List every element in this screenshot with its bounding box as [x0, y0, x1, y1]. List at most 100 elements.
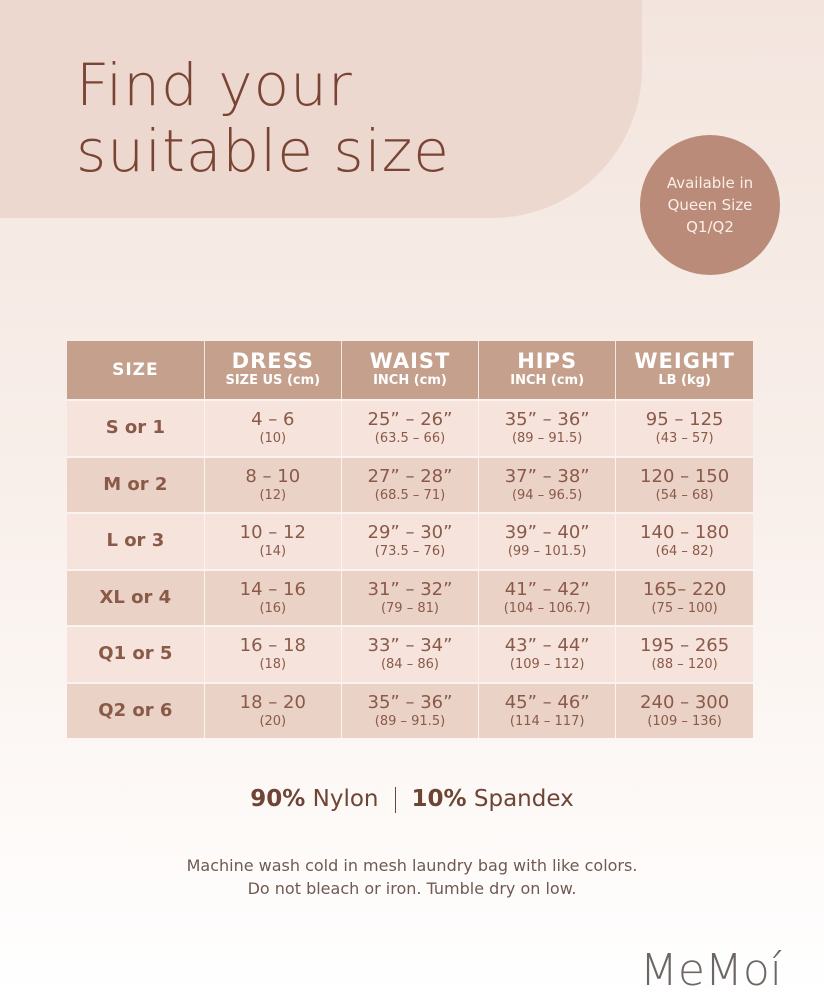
- badge-line: Q1/Q2: [686, 218, 734, 236]
- column-header: HIPS INCH (cm): [478, 341, 616, 400]
- column-title: WEIGHT: [634, 349, 735, 373]
- cell-sub: (84 – 86): [380, 657, 439, 673]
- cell-main: 35” – 36”: [504, 409, 590, 431]
- size-row: Q2 or 6 18 – 20 (20) 35” – 36” (89 – 91.5) 45…: [67, 681, 753, 738]
- size-row: Q1 or 5 16 – 18 (18) 33” – 34” (84 – 86) 43” …: [67, 625, 753, 683]
- column-subtitle: INCH (cm): [373, 373, 447, 388]
- cell: 195 – 265 (88 – 120): [615, 625, 753, 683]
- material-name: Spandex: [473, 786, 574, 812]
- cell: XL or 4: [67, 568, 205, 626]
- cell: 27” – 28” (68.5 – 71): [340, 455, 479, 513]
- cell-sub: (79 – 81): [380, 600, 439, 616]
- cell: 10 – 12 (14): [203, 512, 342, 570]
- cell-sub: (109 – 112): [509, 657, 585, 673]
- badge-line: Queen Size: [667, 196, 753, 214]
- cell-sub: (89 – 91.5): [511, 431, 583, 447]
- title-line: Find your: [76, 51, 353, 119]
- cell-main: 240 – 300: [640, 691, 730, 713]
- cell-sub: (88 – 120): [651, 657, 718, 673]
- care-line: Machine wash cold in mesh laundry bag wi…: [186, 856, 638, 875]
- cell: 35” – 36” (89 – 91.5): [340, 681, 479, 738]
- cell-main: 27” – 28”: [367, 465, 453, 487]
- cell-main: 31” – 32”: [367, 578, 453, 600]
- column-title: WAIST: [369, 349, 451, 373]
- cell-main: 43” – 44”: [504, 635, 590, 657]
- cell-main: L or 3: [106, 530, 165, 552]
- cell-main: 165– 220: [642, 578, 727, 600]
- cell-main: 37” – 38”: [504, 465, 590, 487]
- material-percent: 90%: [250, 786, 306, 812]
- column-subtitle: INCH (cm): [510, 373, 585, 388]
- cell: 41” – 42” (104 – 106.7): [478, 568, 616, 626]
- header-row: SIZE DRESS SIZE US (cm) WAIST INCH (cm) HIPS I…: [67, 341, 753, 400]
- cell-sub: (20): [259, 713, 287, 729]
- cell: 16 – 18 (18): [203, 625, 342, 683]
- cell: 14 – 16 (16): [203, 568, 342, 626]
- cell-sub: (64 – 82): [655, 544, 714, 560]
- cell: 25” – 26” (63.5 – 66): [340, 399, 479, 457]
- cell: S or 1: [67, 399, 205, 457]
- title: Find your suitable size: [76, 52, 450, 184]
- cell: 8 – 10 (12): [203, 455, 342, 513]
- cell: 140 – 180 (64 – 82): [615, 512, 753, 570]
- cell: 4 – 6 (10): [203, 399, 342, 457]
- cell-main: 8 – 10: [245, 465, 301, 487]
- cell: 33” – 34” (84 – 86): [340, 625, 479, 683]
- cell-main: 18 – 20: [239, 691, 306, 713]
- cell: 120 – 150 (54 – 68): [615, 455, 753, 513]
- cell: 165– 220 (75 – 100): [615, 568, 753, 626]
- column-header: WAIST INCH (cm): [340, 341, 479, 400]
- cell: 37” – 38” (94 – 96.5): [478, 455, 616, 513]
- cell-sub: (68.5 – 71): [374, 487, 446, 503]
- cell: 35” – 36” (89 – 91.5): [478, 399, 616, 457]
- cell-sub: (18): [259, 657, 287, 673]
- cell-sub: (94 – 96.5): [511, 487, 583, 503]
- cell: 31” – 32” (79 – 81): [340, 568, 479, 626]
- header-shape: [0, 0, 642, 218]
- cell-main: 25” – 26”: [367, 409, 453, 431]
- cell-main: 33” – 34”: [367, 635, 453, 657]
- cell-sub: (63.5 – 66): [374, 431, 446, 447]
- cell-sub: (109 – 136): [647, 713, 722, 729]
- cell-main: 35” – 36”: [367, 691, 453, 713]
- cell-main: 45” – 46”: [504, 691, 590, 713]
- separator: [394, 786, 396, 813]
- cell: 29” – 30” (73.5 – 76): [340, 512, 479, 570]
- cell-sub: (43 – 57): [655, 431, 714, 447]
- care-line: Do not bleach or iron. Tumble dry on low…: [247, 879, 577, 898]
- size-row: L or 3 10 – 12 (14) 29” – 30” (73.5 – 76) 39”…: [67, 512, 753, 570]
- material-percent: 10%: [411, 786, 467, 812]
- cell-main: 120 – 150: [640, 465, 730, 487]
- material-name: Nylon: [312, 786, 379, 812]
- cell-sub: (114 – 117): [509, 713, 585, 729]
- material: 90% Nylon 10% Spandex: [0, 786, 824, 813]
- cell: 95 – 125 (43 – 57): [615, 399, 753, 457]
- column-title: SIZE: [112, 360, 159, 380]
- column-header: DRESS SIZE US (cm): [203, 341, 342, 400]
- title-line: suitable size: [76, 117, 450, 185]
- size-row: XL or 4 14 – 16 (16) 31” – 32” (79 – 81) 41” …: [67, 568, 753, 626]
- cell-sub: (89 – 91.5): [374, 713, 446, 729]
- cell: 39” – 40” (99 – 101.5): [478, 512, 616, 570]
- column-title: HIPS: [517, 349, 578, 373]
- cell: M or 2: [67, 455, 205, 513]
- cell: Q1 or 5: [67, 625, 205, 683]
- cell-sub: (99 – 101.5): [507, 544, 587, 560]
- cell-sub: (54 – 68): [655, 487, 714, 503]
- cell-main: 10 – 12: [239, 522, 306, 544]
- brand-logo: MeMoí: [639, 945, 782, 996]
- column-header: SIZE: [67, 341, 205, 400]
- cell-main: 16 – 18: [239, 635, 306, 657]
- cell-main: Q1 or 5: [98, 643, 173, 665]
- cell: 43” – 44” (109 – 112): [478, 625, 616, 683]
- cell: L or 3: [67, 512, 205, 570]
- cell-main: 14 – 16: [239, 578, 306, 600]
- cell-sub: (14): [259, 544, 287, 560]
- cell-main: XL or 4: [99, 586, 172, 608]
- cell-main: 4 – 6: [251, 409, 295, 431]
- cell: 18 – 20 (20): [203, 681, 342, 738]
